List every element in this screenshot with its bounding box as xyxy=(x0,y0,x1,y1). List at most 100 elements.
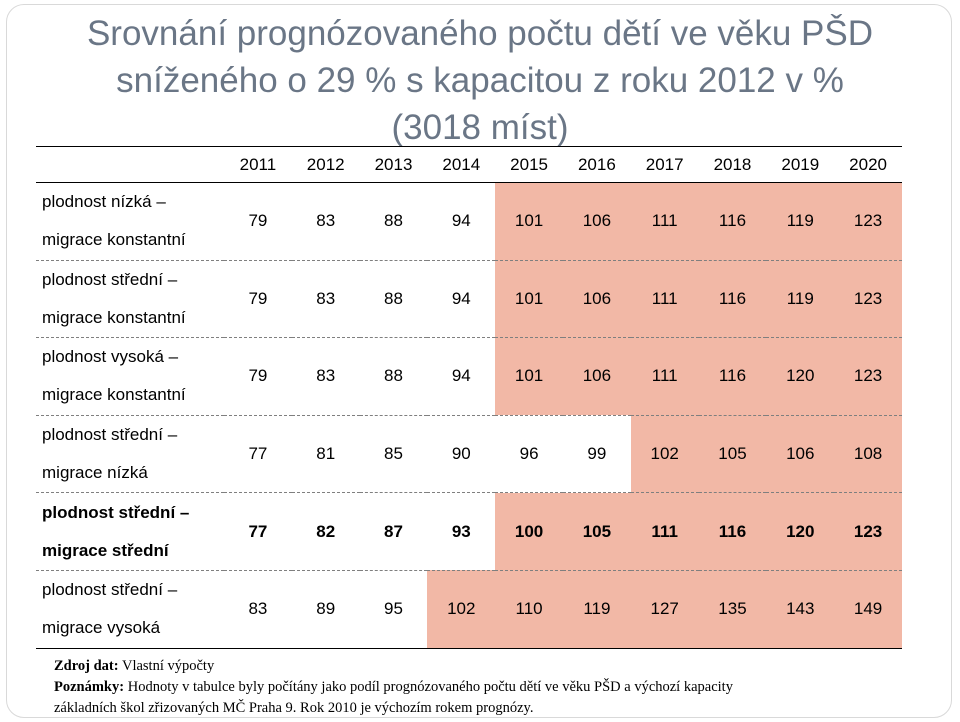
notes-text-1: Hodnoty v tabulce byly počítány jako pod… xyxy=(127,679,733,695)
row-label-line-2: migrace konstantní xyxy=(42,307,186,327)
row-label-line-2: migrace střední xyxy=(42,540,169,560)
value-cell: 116 xyxy=(698,337,767,416)
value-cell: 88 xyxy=(359,337,428,416)
value-cell: 102 xyxy=(427,570,496,649)
value-cell: 101 xyxy=(495,260,563,339)
value-cell: 83 xyxy=(224,570,292,649)
value-cell: 135 xyxy=(698,570,767,649)
value-cell: 119 xyxy=(766,260,835,339)
value-cell: 106 xyxy=(562,182,631,261)
row-label-line-2: migrace konstantní xyxy=(42,230,186,250)
value-cell: 83 xyxy=(291,337,360,416)
value-cell: 88 xyxy=(359,182,428,261)
year-header: 2011 xyxy=(224,146,292,183)
value-cell: 106 xyxy=(562,260,631,339)
row-label-line-2: migrace nízká xyxy=(42,463,148,483)
year-header: 2016 xyxy=(562,146,631,183)
value-cell: 81 xyxy=(291,415,360,494)
value-cell: 95 xyxy=(359,570,428,649)
year-header: 2018 xyxy=(698,146,767,183)
value-cell: 99 xyxy=(562,415,631,494)
value-cell: 123 xyxy=(834,260,902,339)
year-header: 2019 xyxy=(766,146,835,183)
row-label: plodnost vysoká – migrace konstantní xyxy=(36,337,224,416)
value-cell: 123 xyxy=(834,492,902,571)
source-text: Vlastní výpočty xyxy=(121,658,215,674)
row-label-line-1: plodnost střední – xyxy=(42,502,190,522)
value-cell: 149 xyxy=(834,570,902,649)
value-cell: 123 xyxy=(834,337,902,416)
slide-title: Srovnání prognózovaného počtu dětí ve vě… xyxy=(40,10,920,151)
value-cell: 111 xyxy=(630,492,699,571)
value-cell: 119 xyxy=(562,570,631,649)
value-cell: 77 xyxy=(224,415,292,494)
source-line: Zdroj dat: Vlastní výpočty xyxy=(54,656,934,677)
header-row: 2011 2012 2013 2014 2015 2016 2017 2018 … xyxy=(36,146,902,183)
year-header: 2015 xyxy=(495,146,563,183)
value-cell: 119 xyxy=(766,182,835,261)
row-label: plodnost střední – migrace konstantní xyxy=(36,260,224,339)
table-row: plodnost nízká – migrace konstantní 79 83 88… xyxy=(36,182,902,261)
header-corner xyxy=(36,146,224,183)
value-cell: 111 xyxy=(630,182,699,261)
table-row: plodnost vysoká – migrace konstantní 79 83 8… xyxy=(36,337,902,416)
value-cell: 96 xyxy=(495,415,563,494)
row-label-line-2: migrace vysoká xyxy=(42,618,161,638)
footer-notes: Zdroj dat: Vlastní výpočty Poznámky: Hod… xyxy=(54,656,934,719)
title-line-3: (3018 míst) xyxy=(391,108,569,147)
notes-text-2: základních škol zřizovaných MČ Praha 9. … xyxy=(54,700,534,716)
value-cell: 105 xyxy=(562,492,631,571)
year-header: 2012 xyxy=(291,146,360,183)
value-cell: 106 xyxy=(766,415,835,494)
table-row: plodnost střední – migrace konstantní 79 83… xyxy=(36,260,902,339)
table-row: plodnost střední – migrace nízká 77 81 85 90 9… xyxy=(36,415,902,494)
notes-line: Poznámky: Hodnoty v tabulce byly počítán… xyxy=(54,677,934,698)
source-label: Zdroj dat: xyxy=(54,658,119,674)
value-cell: 100 xyxy=(495,492,563,571)
value-cell: 94 xyxy=(427,260,496,339)
title-line-1: Srovnání prognózovaného počtu dětí ve vě… xyxy=(86,14,874,53)
value-cell: 120 xyxy=(766,492,835,571)
row-label: plodnost střední – migrace střední xyxy=(36,492,224,571)
value-cell: 90 xyxy=(427,415,496,494)
year-header: 2013 xyxy=(359,146,428,183)
row-label-line-1: plodnost střední – xyxy=(42,580,178,600)
row-label: plodnost střední – migrace nízká xyxy=(36,415,224,494)
value-cell: 87 xyxy=(359,492,428,571)
row-label-line-1: plodnost střední – xyxy=(42,269,178,289)
value-cell: 77 xyxy=(224,492,292,571)
title-line-2: sníženého o 29 % s kapacitou z roku 2012… xyxy=(116,61,844,100)
value-cell: 88 xyxy=(359,260,428,339)
value-cell: 83 xyxy=(291,260,360,339)
value-cell: 94 xyxy=(427,182,496,261)
value-cell: 116 xyxy=(698,182,767,261)
value-cell: 110 xyxy=(495,570,563,649)
value-cell: 116 xyxy=(698,492,767,571)
value-cell: 105 xyxy=(698,415,767,494)
value-cell: 101 xyxy=(495,182,563,261)
value-cell: 106 xyxy=(562,337,631,416)
year-header: 2020 xyxy=(834,146,902,183)
value-cell: 101 xyxy=(495,337,563,416)
value-cell: 116 xyxy=(698,260,767,339)
value-cell: 82 xyxy=(291,492,360,571)
value-cell: 83 xyxy=(291,182,360,261)
value-cell: 111 xyxy=(630,337,699,416)
table-row: plodnost střední – migrace vysoká 83 89 95 10… xyxy=(36,570,902,649)
value-cell: 127 xyxy=(630,570,699,649)
row-label-line-2: migrace konstantní xyxy=(42,385,186,405)
value-cell: 111 xyxy=(630,260,699,339)
value-cell: 93 xyxy=(427,492,496,571)
value-cell: 123 xyxy=(834,182,902,261)
notes-label: Poznámky: xyxy=(54,679,125,695)
year-header: 2017 xyxy=(630,146,699,183)
year-header: 2014 xyxy=(427,146,496,183)
row-label-line-1: plodnost nízká – xyxy=(42,192,166,212)
value-cell: 102 xyxy=(630,415,699,494)
row-label: plodnost nízká – migrace konstantní xyxy=(36,182,224,261)
table-row: plodnost střední – migrace střední 77 82 87 9… xyxy=(36,492,902,571)
value-cell: 89 xyxy=(291,570,360,649)
row-label-line-1: plodnost vysoká – xyxy=(42,347,179,367)
prognosis-table: 2011 2012 2013 2014 2015 2016 2017 2018 … xyxy=(36,146,902,649)
value-cell: 120 xyxy=(766,337,835,416)
